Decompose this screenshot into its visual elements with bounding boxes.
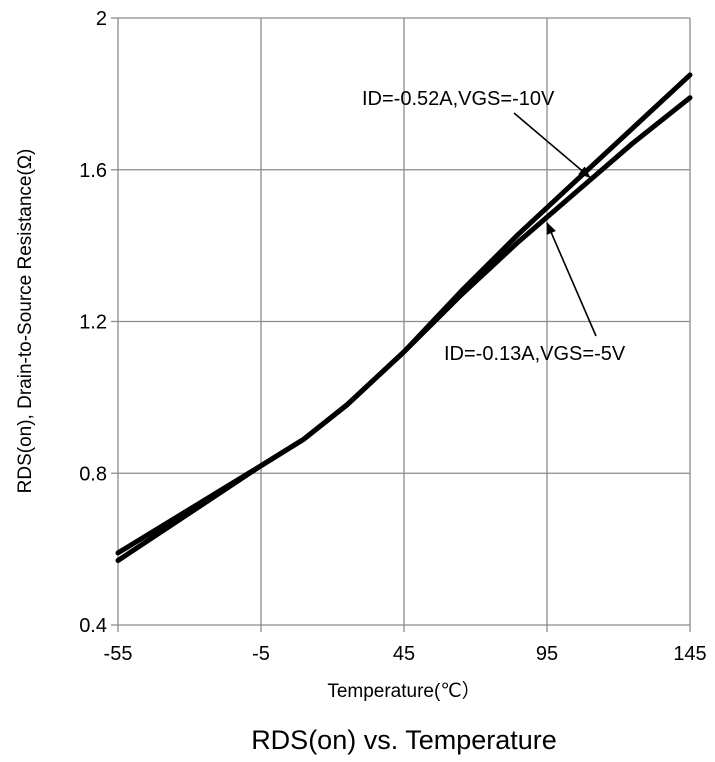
annotation-label-1: ID=-0.52A,VGS=-10V [362,88,555,110]
y-tick-label: 1.6 [79,160,107,182]
x-tick-label: 95 [536,643,558,665]
x-tick-label: 145 [673,643,706,665]
annotation-label-2: ID=-0.13A,VGS=-5V [444,343,626,365]
chart-title: RDS(on) vs. Temperature [251,725,557,755]
y-tick-label: 0.8 [79,463,107,485]
x-tick-label: -5 [252,643,270,665]
annotations: ID=-0.52A,VGS=-10V ID=-0.13A,VGS=-5V [362,88,626,365]
x-tick-label: -55 [104,643,133,665]
y-tick-label: 0.4 [79,615,107,637]
y-tick-label: 1.2 [79,312,107,334]
y-tick-label: 2 [96,8,107,30]
grid [111,18,690,632]
annotation-arrow-2 [547,223,596,336]
x-tick-label: 45 [393,643,415,665]
annotation-arrow-1 [514,113,590,177]
x-axis-label: Temperature(℃） [327,680,480,702]
y-axis-label: RDS(on), Drain-to-Source Resistance(Ω) [15,149,36,494]
